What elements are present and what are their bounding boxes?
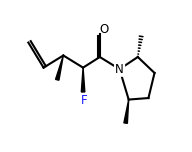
Polygon shape: [81, 68, 85, 92]
Polygon shape: [124, 100, 129, 123]
Text: F: F: [80, 94, 87, 107]
Text: O: O: [99, 23, 108, 36]
Polygon shape: [55, 55, 63, 80]
Text: N: N: [115, 63, 124, 76]
